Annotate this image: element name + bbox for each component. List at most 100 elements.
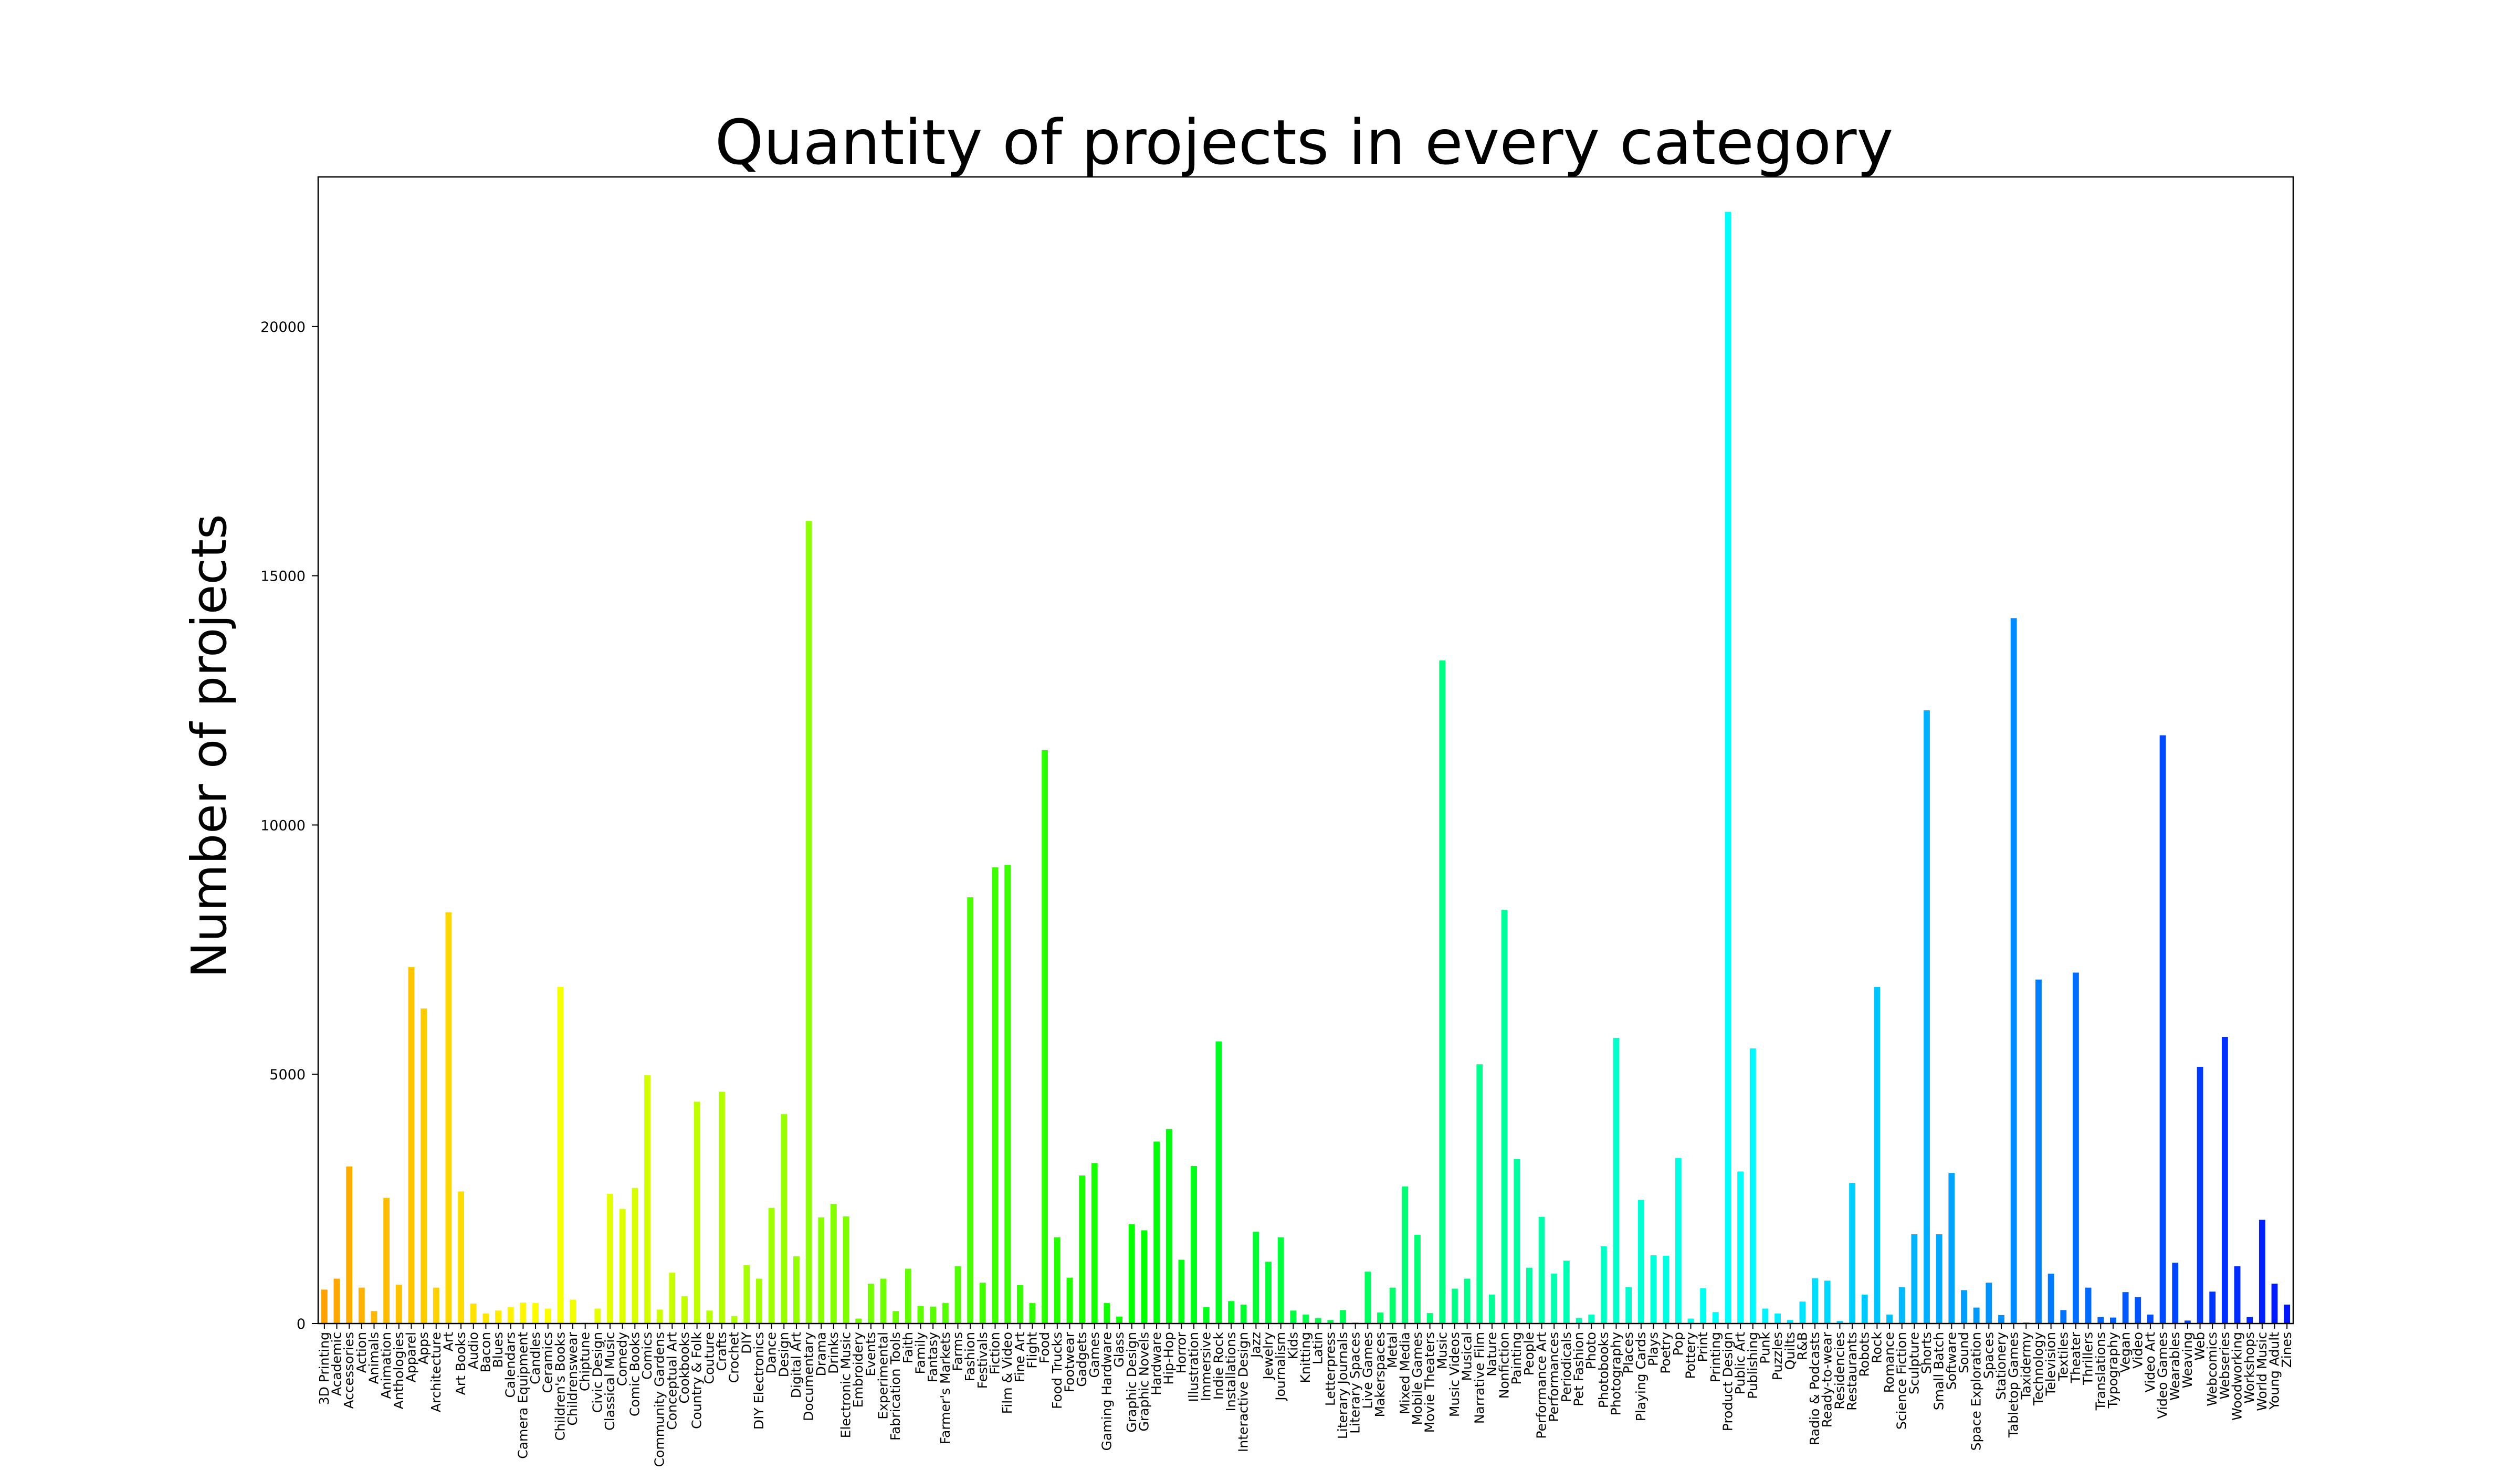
x-tick-label: Weaving <box>2180 1332 2195 1388</box>
bar <box>1911 1234 1918 1324</box>
x-tick-label: Painting <box>1509 1332 1524 1385</box>
x-tick-label: Restaurants <box>1844 1332 1860 1411</box>
x-tick-label: Product Design <box>1720 1332 1735 1431</box>
bar <box>495 1310 501 1324</box>
bar <box>395 1284 402 1324</box>
x-tick-label: Comics <box>639 1332 655 1380</box>
bar <box>2135 1297 2141 1324</box>
bar <box>1973 1307 1980 1324</box>
bar <box>607 1194 613 1324</box>
x-tick-label: Audio <box>466 1332 481 1369</box>
x-tick-label: Live Games <box>1360 1332 1375 1409</box>
x-tick-label: Print <box>1695 1332 1710 1362</box>
bars-group <box>321 212 2291 1324</box>
x-tick-label: Performances <box>1546 1332 1561 1422</box>
bar <box>1861 1294 1868 1324</box>
x-tick-label: Latin <box>1310 1332 1326 1364</box>
bar <box>2110 1317 2116 1324</box>
bar <box>2085 1287 2092 1324</box>
bar <box>694 1101 700 1324</box>
x-tick-label: Electronic Music <box>838 1332 854 1438</box>
x-tick-label: Theater <box>2068 1331 2083 1383</box>
x-tick-label: Comedy <box>615 1332 630 1386</box>
x-tick-label: Young Adult <box>2267 1332 2282 1410</box>
bar <box>371 1311 377 1324</box>
bar <box>2246 1317 2253 1324</box>
bar <box>719 1091 725 1324</box>
bar <box>2209 1292 2216 1324</box>
x-tick-label: Printing <box>1708 1332 1723 1382</box>
bar <box>1191 1166 1197 1324</box>
bar <box>1600 1246 1607 1324</box>
bar <box>2010 618 2017 1324</box>
bar <box>992 867 999 1324</box>
x-tick-label: Narrative Film <box>1472 1332 1487 1424</box>
bar <box>1016 1285 1023 1324</box>
bar <box>570 1299 576 1324</box>
bar <box>1091 1163 1098 1324</box>
x-tick-label: Kids <box>1285 1332 1300 1359</box>
x-tick-label: Webcomics <box>2204 1332 2220 1406</box>
x-tick-label: Textiles <box>2055 1332 2071 1381</box>
bar <box>656 1309 663 1324</box>
x-tick-label: Film & Video <box>1000 1332 1015 1414</box>
x-tick-label: Couture <box>701 1332 717 1384</box>
bar <box>1613 1037 1620 1324</box>
bar <box>1128 1224 1135 1324</box>
bar <box>2271 1284 2278 1324</box>
x-tick-label: Gadgets <box>1074 1332 1089 1387</box>
bar <box>905 1268 911 1324</box>
x-tick-label: Art <box>440 1332 456 1351</box>
bar <box>1675 1158 1682 1324</box>
bar <box>743 1265 750 1324</box>
x-tick-label: Anthologies <box>391 1332 406 1409</box>
bar <box>1725 212 1731 1324</box>
bar <box>520 1303 527 1324</box>
x-tick-label: Music <box>1434 1332 1450 1369</box>
bar <box>706 1310 713 1324</box>
bar <box>2234 1266 2241 1324</box>
x-tick-label: Video Art <box>2143 1332 2158 1392</box>
bar <box>1315 1318 1321 1324</box>
x-tick-label: Family <box>913 1332 928 1374</box>
bar <box>1886 1314 1893 1324</box>
x-axis: 3D PrintingAcademicAccessoriesActionAnim… <box>317 1324 2294 1467</box>
x-tick-label: Playing Cards <box>1633 1332 1648 1421</box>
x-tick-label: Technology <box>2031 1332 2046 1406</box>
bar <box>1762 1308 1769 1324</box>
bar <box>1551 1274 1558 1324</box>
bar <box>1663 1255 1670 1324</box>
x-tick-label: Jazz <box>1248 1332 1263 1359</box>
bar <box>1737 1171 1744 1324</box>
x-tick-label: Civic Design <box>590 1332 605 1413</box>
x-tick-label: Science Fiction <box>1894 1332 1909 1430</box>
bar <box>1749 1048 1756 1324</box>
x-tick-label: Typography <box>2105 1332 2120 1409</box>
bar <box>1849 1183 1855 1324</box>
x-tick-label: Hardware <box>1149 1332 1164 1395</box>
bar <box>1340 1310 1346 1324</box>
x-tick-label: Architecture <box>428 1332 444 1412</box>
x-tick-label: Stationery <box>1993 1332 2009 1400</box>
x-tick-label: Digital Art <box>789 1332 804 1398</box>
x-tick-label: Pet Fashion <box>1571 1332 1587 1406</box>
x-tick-label: Web <box>2192 1332 2208 1361</box>
x-tick-label: Sound <box>1956 1332 1971 1373</box>
bar <box>2048 1274 2054 1324</box>
x-tick-label: Mixed Media <box>1397 1332 1412 1414</box>
bar <box>644 1075 650 1324</box>
x-tick-label: Conceptual Art <box>664 1332 679 1430</box>
bar <box>1924 710 1930 1324</box>
bar <box>1687 1318 1694 1324</box>
x-tick-label: Cookbooks <box>677 1332 692 1404</box>
x-tick-label: Music Videos <box>1447 1332 1462 1417</box>
bar <box>967 897 974 1324</box>
bar <box>805 521 812 1324</box>
bar <box>1514 1159 1520 1324</box>
x-tick-label: Spaces <box>1981 1332 1996 1379</box>
bar <box>1228 1301 1234 1324</box>
bar <box>445 912 452 1324</box>
bar <box>830 1204 837 1324</box>
bar <box>756 1278 762 1324</box>
x-tick-label: Apps <box>416 1332 431 1364</box>
